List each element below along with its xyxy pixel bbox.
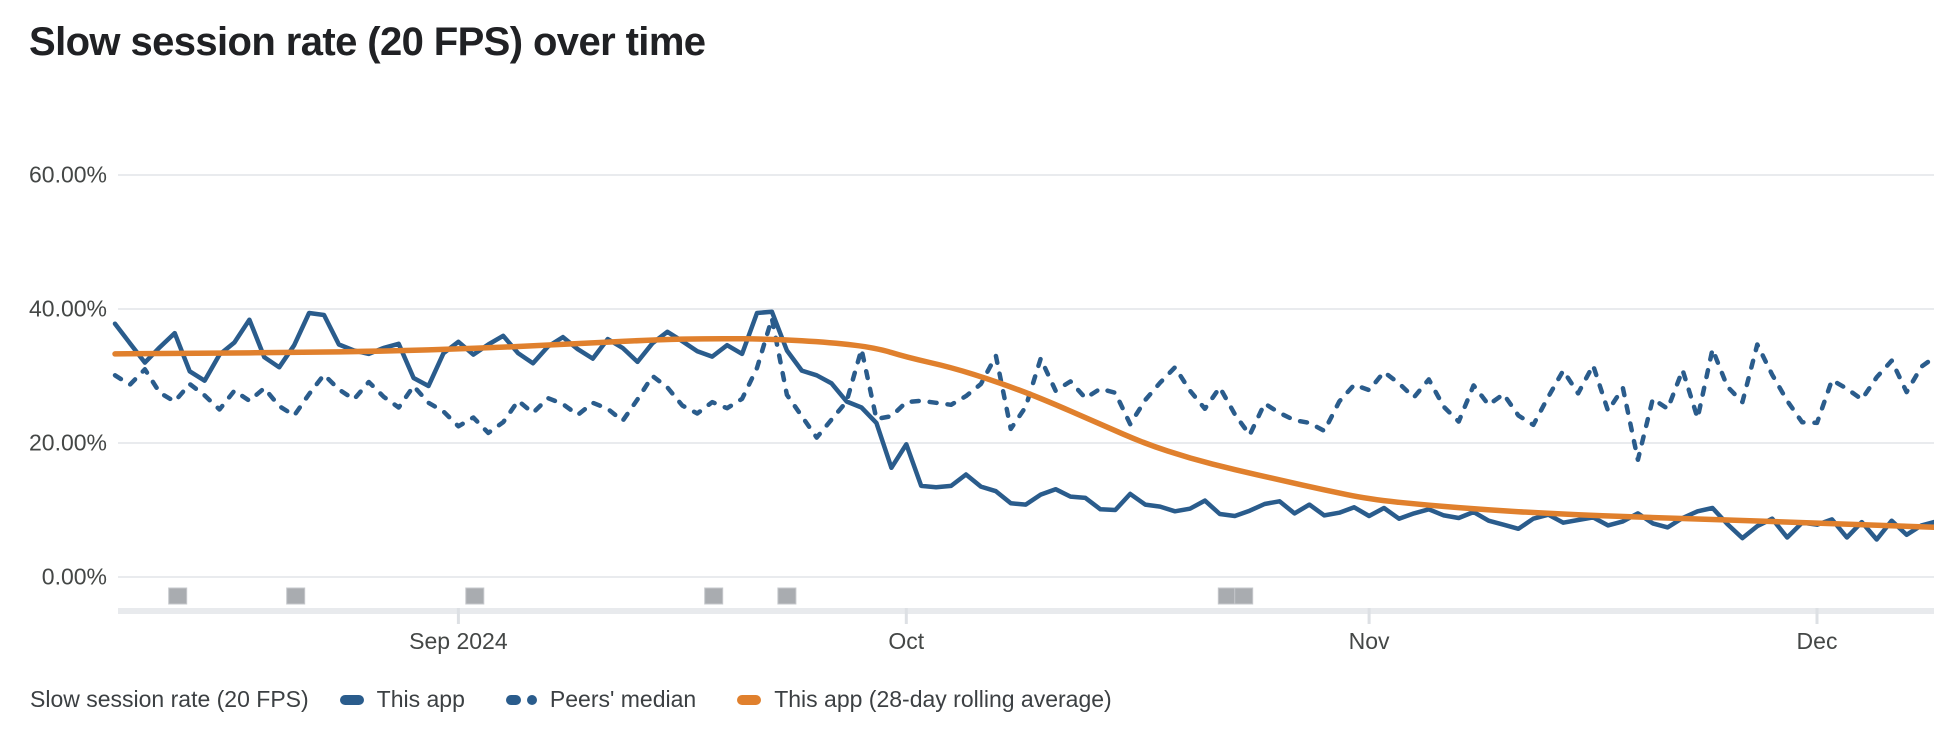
y-tick-label-20: 20.00% bbox=[28, 429, 107, 456]
series-rolling-average bbox=[112, 335, 1934, 531]
x-axis-tick bbox=[1367, 608, 1371, 624]
y-tick-label-60: 60.00% bbox=[28, 161, 107, 188]
y-axis: 0.00% 20.00% 40.00% 60.00% bbox=[0, 0, 107, 736]
series-peers-median bbox=[112, 316, 1934, 463]
page-title: Slow session rate (20 FPS) over time bbox=[29, 20, 706, 64]
release-marker bbox=[168, 587, 188, 605]
y-tick-label-40: 40.00% bbox=[28, 295, 107, 322]
legend-item-this-app: This app bbox=[339, 686, 465, 713]
legend-item-peers-median: Peers' median bbox=[505, 686, 697, 713]
x-axis-tick bbox=[456, 608, 460, 624]
series-this-app bbox=[112, 309, 1934, 542]
release-marker bbox=[286, 587, 306, 605]
x-tick-label-oct: Oct bbox=[888, 628, 925, 654]
solid-line-swatch-icon bbox=[339, 694, 364, 705]
release-marker bbox=[777, 587, 797, 605]
x-tick-label-nov: Nov bbox=[1348, 628, 1390, 654]
x-axis-tick bbox=[1815, 608, 1819, 624]
legend-title: Slow session rate (20 FPS) bbox=[30, 686, 309, 712]
legend-label-peers-median: Peers' median bbox=[549, 686, 697, 712]
chart-legend: Slow session rate (20 FPS) This app Peer… bbox=[30, 686, 1153, 713]
x-tick-label-dec: Dec bbox=[1796, 628, 1838, 654]
dashed-line-swatch-icon bbox=[505, 694, 537, 705]
y-tick-label-0: 0.00% bbox=[41, 563, 107, 590]
legend-label-this-app: This app bbox=[376, 686, 465, 712]
release-marker bbox=[1217, 587, 1237, 605]
x-axis-tick bbox=[904, 608, 908, 624]
x-tick-label-sep-2024: Sep 2024 bbox=[409, 628, 508, 654]
legend-label-rolling-average: This app (28-day rolling average) bbox=[774, 686, 1112, 712]
solid-line-swatch-icon bbox=[737, 694, 762, 705]
release-marker bbox=[1234, 587, 1254, 605]
legend-item-rolling-average: This app (28-day rolling average) bbox=[737, 686, 1112, 713]
x-axis-line bbox=[118, 608, 1934, 614]
release-marker bbox=[704, 587, 724, 605]
release-marker bbox=[465, 587, 485, 605]
